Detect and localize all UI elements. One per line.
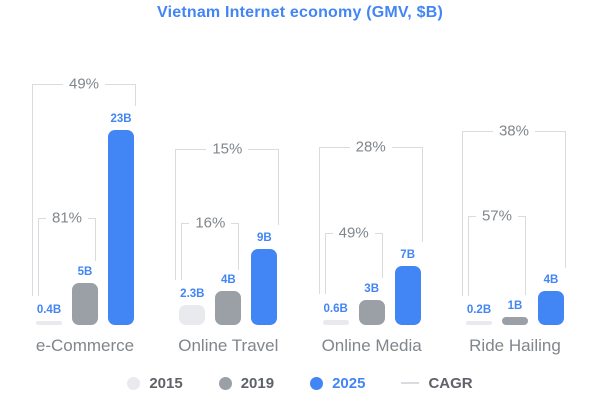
chart-title: Vietnam Internet economy (GMV, $B) [157,4,443,21]
bar-2025-online-media [394,265,421,325]
bracket-left-line [181,222,183,280]
legend-label: 2025 [332,374,366,392]
cagr-percent-label: 38% [492,122,535,140]
bar-2015-e-commerce [36,321,62,325]
legend-dot-icon [127,376,141,390]
legend-label: 2015 [149,374,183,392]
value-label-2019-e-commerce: 5B [77,265,93,278]
bracket-right-line [278,148,280,225]
bracket-left-line [32,83,33,296]
value-label-2015-e-commerce: 0.4B [36,304,62,316]
category-label-e-commerce: e-Commerce [35,336,135,355]
bracket-right-line [238,222,240,270]
cagr-percent-label: 16% [189,214,232,232]
bracket-right-line [524,215,526,295]
value-label-2025-e-commerce: 23B [110,112,132,125]
bar-2019-online-media [358,299,385,325]
bracket-left-line [38,217,39,296]
value-label-2019-online-travel: 4B [220,274,236,286]
value-label-2019-ride-hailing: 1B [507,299,523,312]
category-axis: e-Commerce Online Travel Online Media Ride … [15,336,585,356]
cagr-bracket-2015-2025: 15% [175,140,280,280]
bracket-right-line [421,146,423,242]
bracket-right-line [135,83,136,106]
chart-group-online-travel: 15% 16% 2.3B 4B 9B [158,45,298,325]
bar-2025-ride-hailing [537,291,564,325]
legend-dot-icon [218,376,232,390]
value-label-2015-online-travel: 2.3B [180,288,205,301]
value-label-2019-online-media: 3B [364,282,379,295]
value-label-2015-online-media: 0.6B [323,302,348,315]
cagr-percent-label: 49% [62,75,106,93]
legend: 2015 2019 2025 CAGR [0,372,600,394]
bar-2019-e-commerce [72,282,98,325]
cagr-bracket-2015-2025: 38% [461,122,566,296]
cagr-percent-label: 28% [349,138,392,156]
bracket-right-line [381,232,383,278]
legend-item-2019: 2019 [218,374,275,392]
cagr-bracket-2015-2025: 28% [318,138,423,295]
cagr-bracket-2015-2025: 49% [32,75,136,296]
cagr-bracket-2015-2019: 57% [467,207,526,296]
legend-item-2025: 2025 [310,375,365,392]
legend-dot-icon [310,376,324,390]
cagr-bracket-2015-2019: 16% [181,214,240,280]
bar-2015-online-travel [179,305,206,325]
category-label-online-media: Online Media [321,336,422,355]
bracket-left-line [461,130,463,296]
legend-item-cagr: CAGR [401,374,473,392]
category-label-online-travel: Online Travel [178,336,279,355]
chart-group-ride-hailing: 38% 57% 0.2B 1B 4B [445,45,585,325]
cagr-percent-label: 57% [475,207,518,225]
bar-2019-online-travel [215,291,242,325]
bar-2025-online-travel [251,248,278,325]
bar-2025-e-commerce [108,129,134,325]
bracket-left-line [467,215,469,296]
bracket-right-line [564,130,566,268]
value-label-2015-ride-hailing: 0.2B [466,304,492,316]
legend-label: CAGR [428,374,473,392]
bar-2019-ride-hailing [501,316,528,325]
legend-item-2015: 2015 [127,374,183,392]
grouped-bar-chart: 49% 81% 0.4B 5B 23B 15% 16% 2.3B 4B 9B 28% 49% 0.6B 3… [15,45,585,325]
bracket-left-line [175,148,177,280]
bracket-left-line [324,232,326,295]
bar-2015-online-media [322,319,349,325]
bracket-right-line [95,217,96,261]
cagr-bracket-2015-2019: 81% [38,209,96,296]
cagr-percent-label: 81% [45,209,89,227]
cagr-percent-label: 15% [206,140,249,158]
legend-label: 2019 [240,374,275,392]
value-label-2025-online-travel: 9B [256,231,272,244]
bar-2015-ride-hailing [465,321,492,325]
cagr-bracket-2015-2019: 49% [324,224,383,295]
chart-group-online-media: 28% 49% 0.6B 3B 7B [302,45,442,325]
value-label-2025-ride-hailing: 4B [543,274,559,286]
cagr-line-icon [401,382,420,384]
value-label-2025-online-media: 7B [400,248,415,261]
category-label-ride-hailing: Ride Hailing [469,336,561,355]
chart-group-e-commerce: 49% 81% 0.4B 5B 23B [15,45,155,325]
cagr-percent-label: 49% [332,224,375,242]
bracket-left-line [318,146,320,295]
